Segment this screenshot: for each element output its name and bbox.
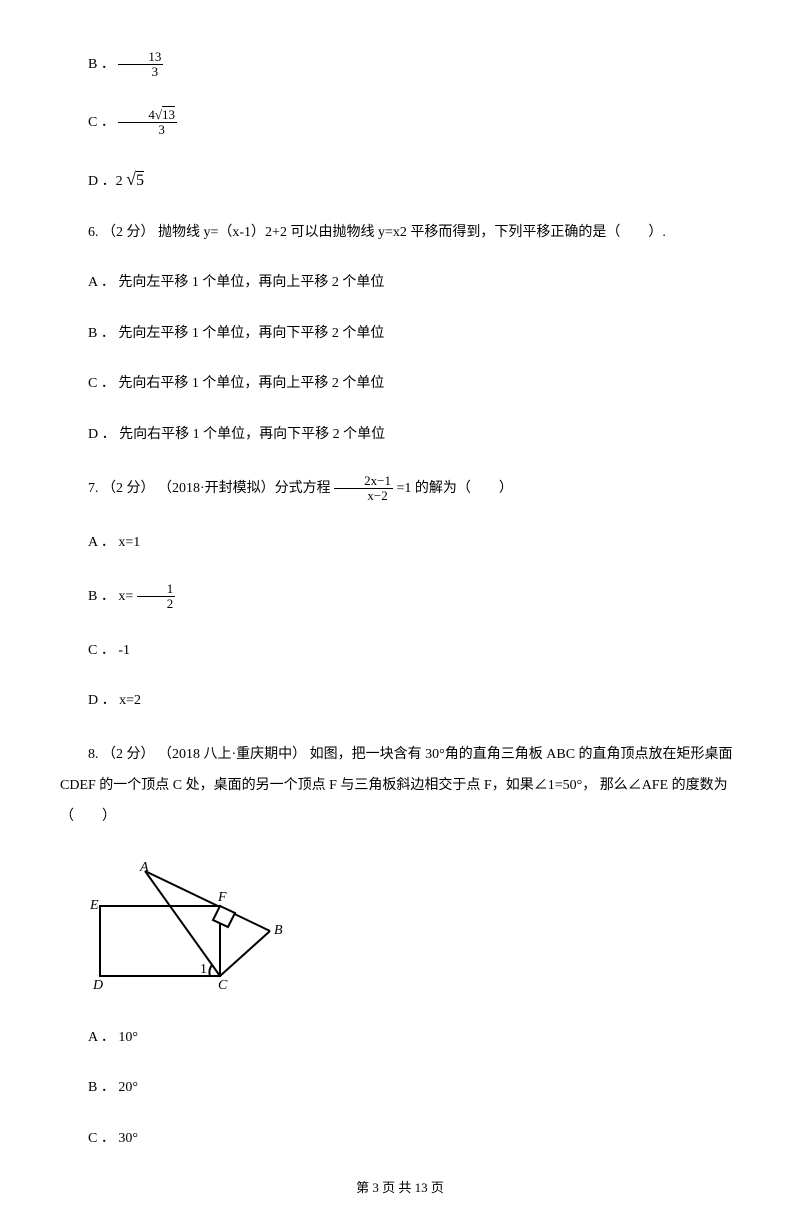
q6-option-a: A ． 先向左平移 1 个单位，再向上平移 2 个单位 xyxy=(60,272,740,294)
page-content: B ． 13 3 C ． 4√13 3 D ．2 √5 6. （2 分） 抛物线… xyxy=(0,0,800,1229)
numerator: 13 xyxy=(118,50,163,65)
numerator: 2x−1 xyxy=(334,474,393,489)
label-b: B xyxy=(274,923,283,938)
q8-option-c: C ． 30° xyxy=(60,1128,740,1150)
q8-option-a: A ． 10° xyxy=(60,1027,740,1049)
page-footer: 第 3 页 共 13 页 xyxy=(60,1178,740,1199)
q7-stem-a: 7. （2 分） （2018·开封模拟）分式方程 xyxy=(88,481,334,496)
label-c: C xyxy=(218,978,228,991)
q8-stem: 8. （2 分） （2018 八上·重庆期中） 如图，把一块含有 30°角的直角… xyxy=(60,740,740,832)
denominator: 3 xyxy=(118,123,177,137)
q6-option-b: B ． 先向左平移 1 个单位，再向下平移 2 个单位 xyxy=(60,323,740,345)
fraction-icon: 2x−1 x−2 xyxy=(334,474,393,504)
q7-option-a: A ． x=1 xyxy=(60,532,740,554)
denominator: x−2 xyxy=(334,489,393,503)
label-d: D xyxy=(92,978,103,991)
sqrt-icon: √ xyxy=(155,107,162,122)
geometry-diagram-icon: A B C D E F 1 xyxy=(90,861,290,991)
label-1: 1 xyxy=(200,962,207,977)
q5-option-d: D ．2 √5 xyxy=(60,165,740,194)
line-ca xyxy=(145,871,220,976)
q6-option-d: D ． 先向右平移 1 个单位，再向下平移 2 个单位 xyxy=(60,424,740,446)
q8-option-b: B ． 20° xyxy=(60,1077,740,1099)
q7-option-c: C ． -1 xyxy=(60,640,740,662)
q6-stem: 6. （2 分） 抛物线 y=（x-1）2+2 可以由抛物线 y=x2 平移而得… xyxy=(60,222,740,244)
numerator: 4√13 xyxy=(118,108,177,123)
right-angle-marker xyxy=(213,906,235,927)
fraction-icon: 1 2 xyxy=(137,582,176,612)
label-a: A xyxy=(139,861,149,875)
q5-c-prefix: C ． xyxy=(88,115,115,130)
q5-option-b: B ． 13 3 xyxy=(60,50,740,80)
numerator: 1 xyxy=(137,582,176,597)
fraction-icon: 4√13 3 xyxy=(118,108,177,138)
label-e: E xyxy=(90,898,99,913)
denominator: 3 xyxy=(118,65,163,79)
q7-option-b: B ． x= 1 2 xyxy=(60,582,740,612)
q5-option-c: C ． 4√13 3 xyxy=(60,108,740,138)
q8-figure: A B C D E F 1 xyxy=(90,861,740,999)
line-cb xyxy=(220,931,270,976)
q7-b-prefix: B ． x= xyxy=(88,589,137,604)
q6-option-c: C ． 先向右平移 1 个单位，再向上平移 2 个单位 xyxy=(60,373,740,395)
q7-stem-b: =1 的解为（ ） xyxy=(397,481,513,496)
q5-d-prefix: D ．2 xyxy=(88,174,123,189)
angle-arc xyxy=(209,965,212,976)
sqrt-icon: √ xyxy=(126,169,136,189)
denominator: 2 xyxy=(137,597,176,611)
q7-option-d: D ． x=2 xyxy=(60,690,740,712)
q7-stem: 7. （2 分） （2018·开封模拟）分式方程 2x−1 x−2 =1 的解为… xyxy=(60,474,740,504)
fraction-icon: 13 3 xyxy=(118,50,163,80)
label-f: F xyxy=(217,890,227,905)
line-ab xyxy=(145,871,270,931)
q5-b-prefix: B ． xyxy=(88,57,115,72)
